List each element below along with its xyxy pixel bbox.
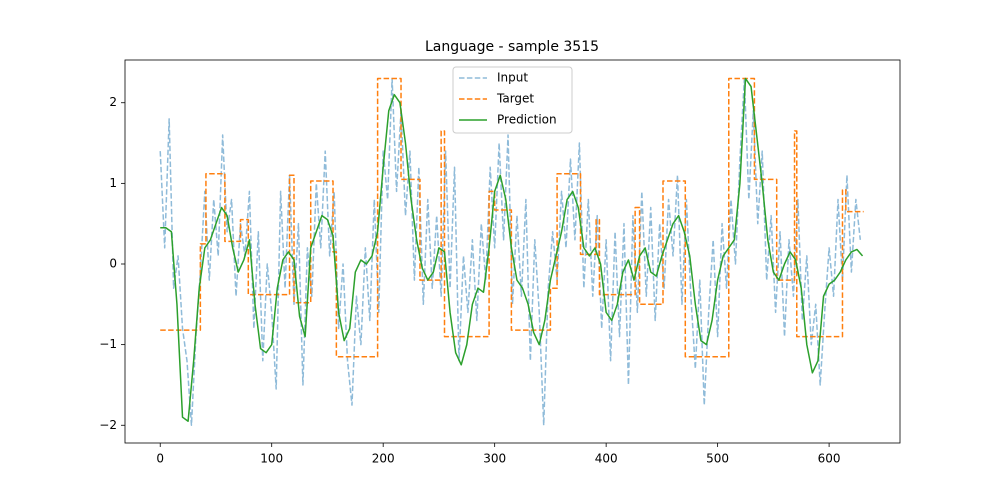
- legend-label: Input: [497, 71, 528, 85]
- series-line: [159, 77, 862, 427]
- x-tick-label: 0: [156, 452, 164, 466]
- y-tick-label: 2: [109, 95, 117, 109]
- x-tick-label: 300: [483, 452, 506, 466]
- y-tick-label: 1: [109, 176, 117, 190]
- series-line: [160, 77, 864, 358]
- x-tick-label: 100: [260, 452, 283, 466]
- y-tick-label: 0: [109, 256, 117, 270]
- y-tick-label: −2: [99, 418, 117, 432]
- chart-title: Language - sample 3515: [425, 39, 599, 55]
- x-tick-label: 600: [818, 452, 841, 466]
- x-tick-label: 400: [595, 452, 618, 466]
- series-line: [160, 77, 864, 422]
- legend-label: Prediction: [497, 113, 557, 127]
- legend-box: [452, 66, 573, 134]
- plot-frame: [124, 59, 901, 444]
- x-tick-label: 500: [706, 452, 729, 466]
- x-tick-label: 200: [372, 452, 395, 466]
- legend-label: Target: [496, 92, 534, 106]
- y-tick-label: −1: [99, 337, 117, 351]
- plot-area: [159, 77, 864, 427]
